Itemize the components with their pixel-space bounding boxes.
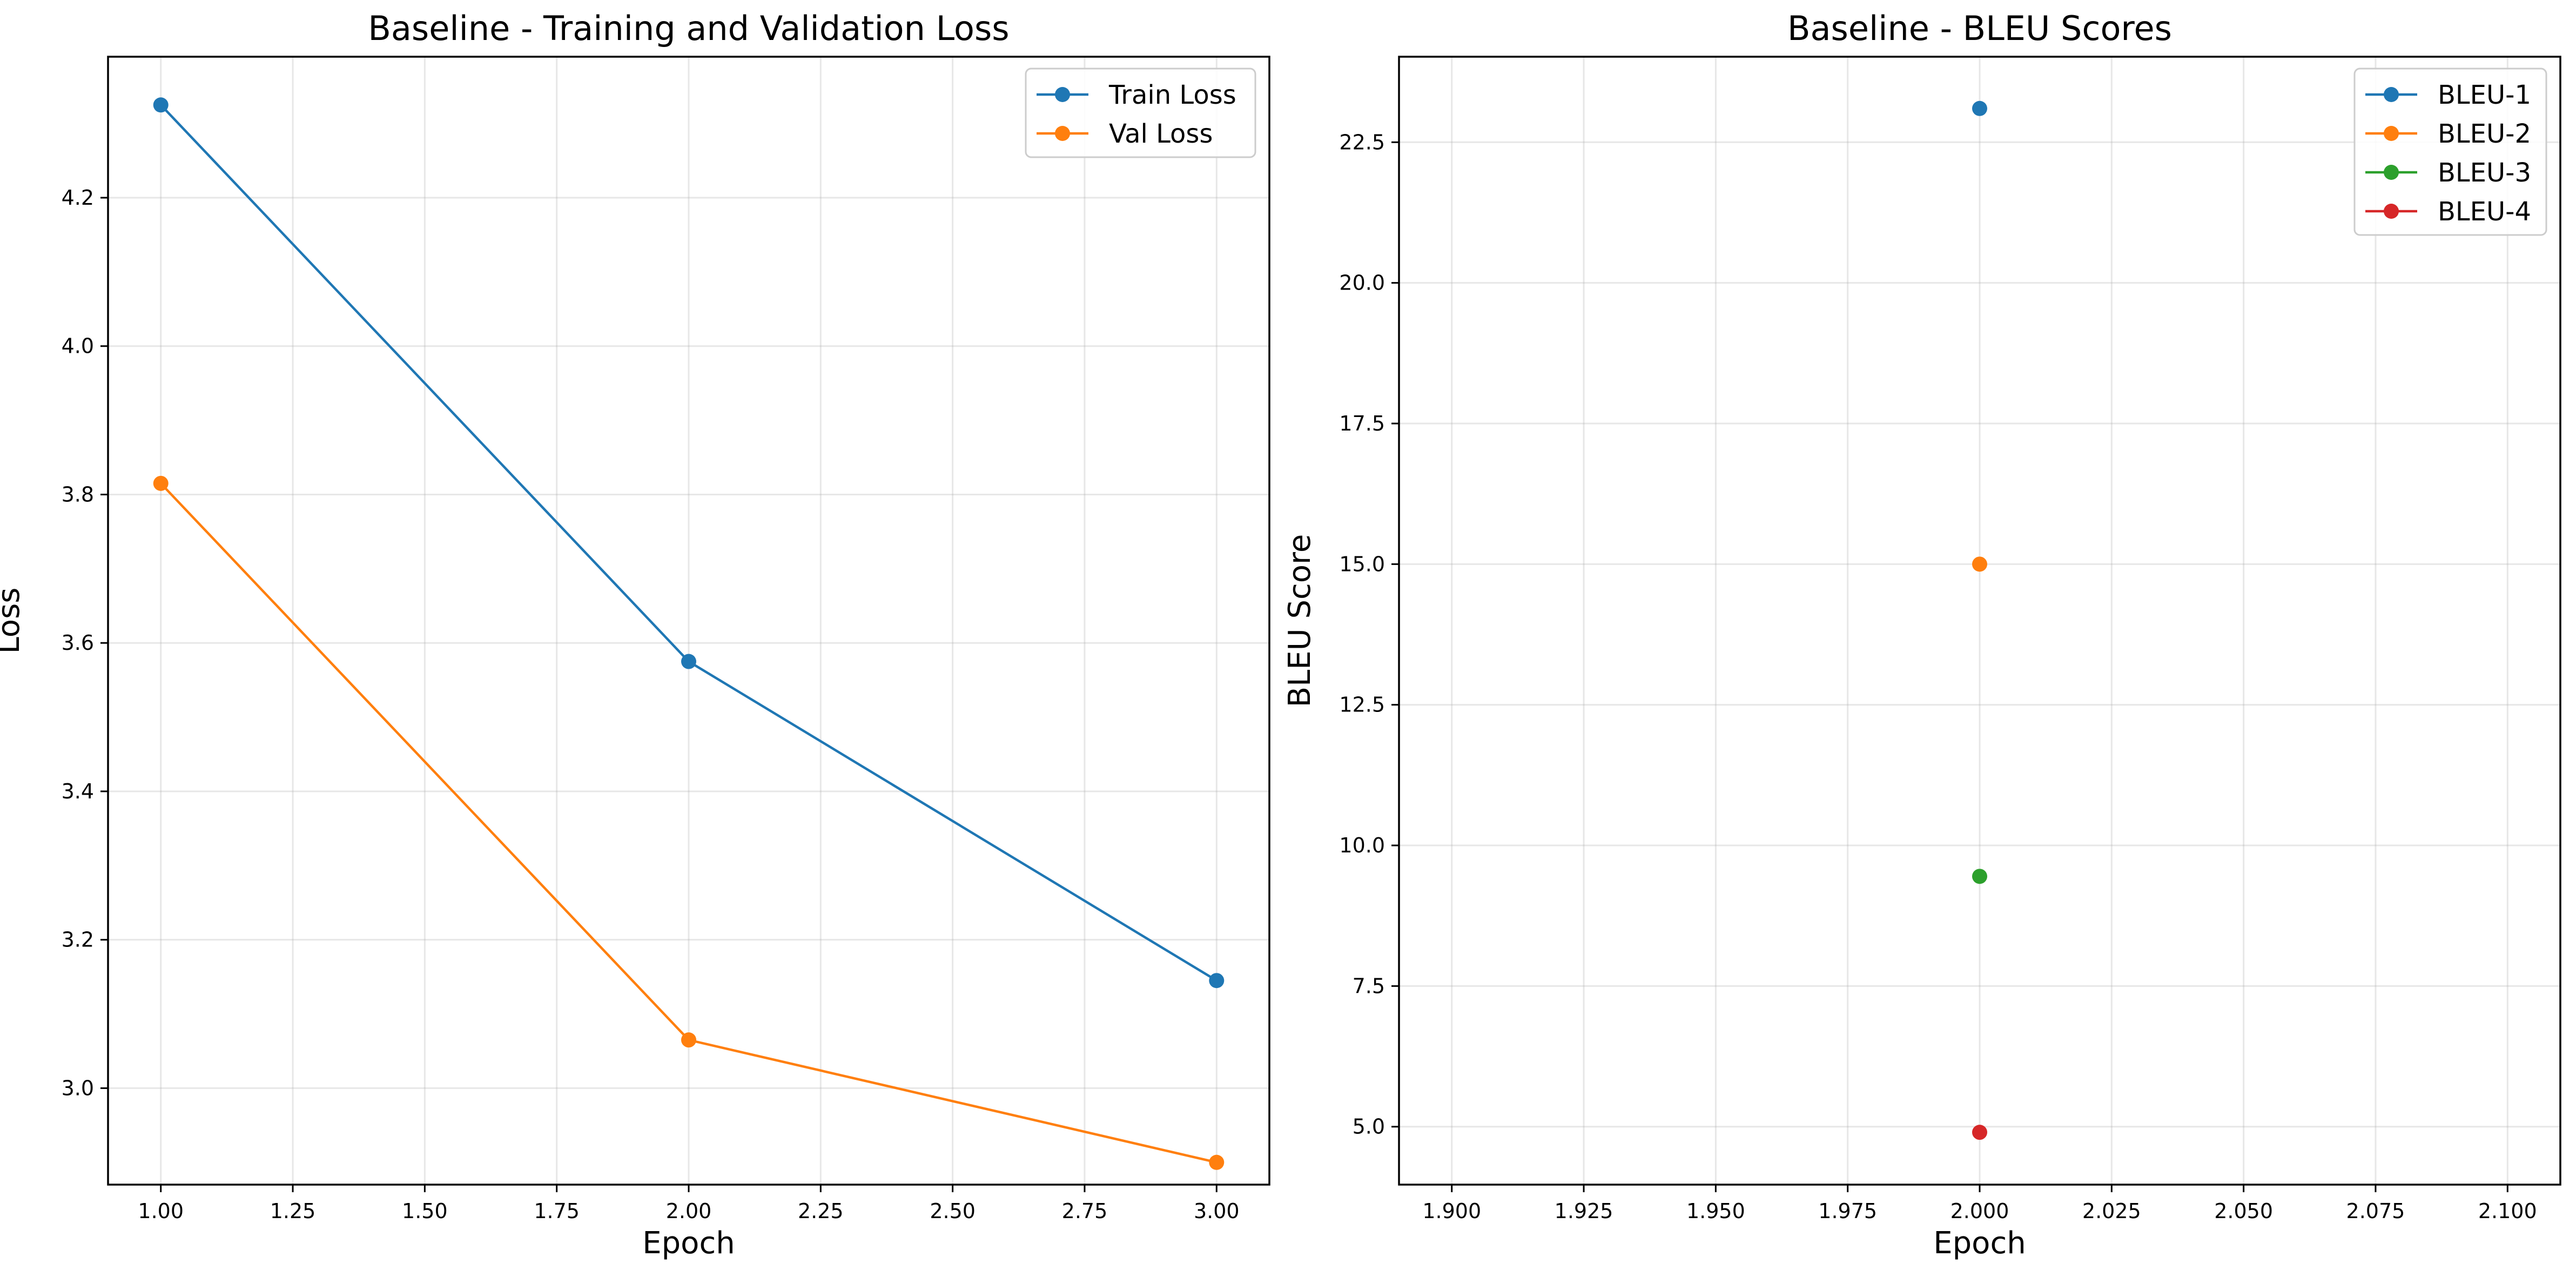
chart-1-x-tick-label: 1.975 — [1818, 1199, 1877, 1223]
chart-0-x-tick-label: 1.00 — [138, 1199, 184, 1223]
chart-0-x-tick-label: 1.75 — [534, 1199, 580, 1223]
chart-0-y-tick-label: 3.0 — [62, 1076, 94, 1100]
chart-0-x-tick-label: 1.50 — [402, 1199, 448, 1223]
chart-1-legend: BLEU-1 BLEU-2 BLEU-3 BLEU-4 — [2353, 68, 2547, 236]
chart-1-y-tick-label: 17.5 — [1339, 412, 1385, 435]
chart-1-y-tick-label: 22.5 — [1339, 130, 1385, 154]
chart-1-y-axis-label: BLEU Score — [1282, 534, 1317, 708]
bleu-chart: 1.900 1.925 1.950 1.975 2.000 2.025 2.050 2.075… — [1282, 9, 2561, 1261]
chart-0-plot-frame — [107, 56, 1270, 1186]
chart-1-data-point-0 — [1972, 100, 1987, 116]
chart-0-x-tick-label: 2.25 — [798, 1199, 844, 1223]
chart-1-x-tick-label: 1.925 — [1555, 1199, 1613, 1223]
chart-0-x-tick-label: 3.00 — [1194, 1199, 1240, 1223]
chart-0-chart-title: Baseline - Training and Validation Loss — [368, 9, 1009, 48]
chart-0-data-point-1 — [1209, 1154, 1225, 1170]
chart-0-legend-box — [1025, 68, 1256, 158]
chart-1-legend-marker-3 — [2384, 204, 2399, 219]
chart-1-x-tick-label: 1.900 — [1422, 1199, 1481, 1223]
chart-0-y-tick-label: 4.2 — [62, 186, 94, 210]
chart-0-y-axis-label: Loss — [0, 588, 26, 654]
chart-1-x-tick-label: 2.050 — [2214, 1199, 2273, 1223]
chart-1-legend-box — [2353, 68, 2547, 236]
loss-chart: 1.00 1.25 1.50 1.75 2.00 2.25 2.50 2.75 3.00 3.0 3… — [0, 9, 1270, 1261]
chart-0-y-tick-label: 3.4 — [62, 779, 94, 803]
chart-1-x-tick-label: 2.100 — [2478, 1199, 2537, 1223]
chart-0-data-point-0 — [1209, 973, 1225, 989]
chart-1-data-point-2 — [1972, 869, 1987, 884]
chart-1-x-tick-label: 2.025 — [2082, 1199, 2141, 1223]
chart-1-legend-label-2: BLEU-3 — [2438, 158, 2531, 188]
chart-0-legend: Train Loss Val Loss — [1025, 68, 1256, 158]
chart-1-y-tick-label: 12.5 — [1339, 693, 1385, 717]
chart-0-legend-marker-1 — [1055, 126, 1070, 141]
chart-1-plot-frame — [1398, 56, 2561, 1186]
chart-1-y-tick-label: 5.0 — [1353, 1115, 1385, 1139]
chart-1-data-point-1 — [1972, 556, 1987, 572]
chart-1-legend-marker-0 — [2384, 87, 2399, 102]
chart-1-data-point-3 — [1972, 1125, 1987, 1140]
chart-1-chart-title: Baseline - BLEU Scores — [1787, 9, 2172, 48]
chart-0-y-tick-label: 4.0 — [62, 334, 94, 358]
chart-1-legend-label-1: BLEU-2 — [2438, 119, 2531, 149]
chart-0-x-tick-label: 2.50 — [930, 1199, 976, 1223]
chart-0-data-point-1 — [153, 475, 169, 491]
chart-1-x-tick-label: 1.950 — [1686, 1199, 1745, 1223]
chart-1-x-tick-label: 2.075 — [2346, 1199, 2405, 1223]
chart-0-y-tick-label: 3.2 — [62, 928, 94, 952]
chart-0-data-point-0 — [681, 654, 696, 669]
chart-0-y-tick-label: 3.8 — [62, 482, 94, 506]
chart-1-legend-marker-1 — [2384, 126, 2399, 141]
chart-1-legend-label-0: BLEU-1 — [2438, 80, 2531, 110]
chart-0-y-tick-label: 3.6 — [62, 631, 94, 655]
chart-0-data-point-1 — [681, 1032, 696, 1048]
chart-0-x-tick-label: 1.25 — [270, 1199, 316, 1223]
chart-0-legend-label-1: Val Loss — [1109, 119, 1213, 149]
chart-0-data-point-0 — [153, 97, 169, 113]
chart-0-legend-marker-0 — [1055, 87, 1070, 102]
chart-1-legend-marker-2 — [2384, 165, 2399, 180]
chart-0-x-tick-label: 2.75 — [1062, 1199, 1108, 1223]
chart-1-legend-label-3: BLEU-4 — [2438, 197, 2531, 227]
chart-1-y-tick-label: 20.0 — [1339, 271, 1385, 295]
chart-1-x-tick-label: 2.000 — [1951, 1199, 2009, 1223]
chart-0-legend-label-0: Train Loss — [1108, 80, 1236, 110]
chart-1-y-tick-label: 15.0 — [1339, 552, 1385, 576]
chart-1-y-tick-label: 7.5 — [1353, 974, 1385, 998]
chart-0-x-axis-label: Epoch — [642, 1226, 735, 1261]
chart-1-x-axis-label: Epoch — [1933, 1226, 2026, 1261]
chart-1-y-tick-label: 10.0 — [1339, 834, 1385, 857]
chart-0-x-tick-label: 2.00 — [666, 1199, 712, 1223]
